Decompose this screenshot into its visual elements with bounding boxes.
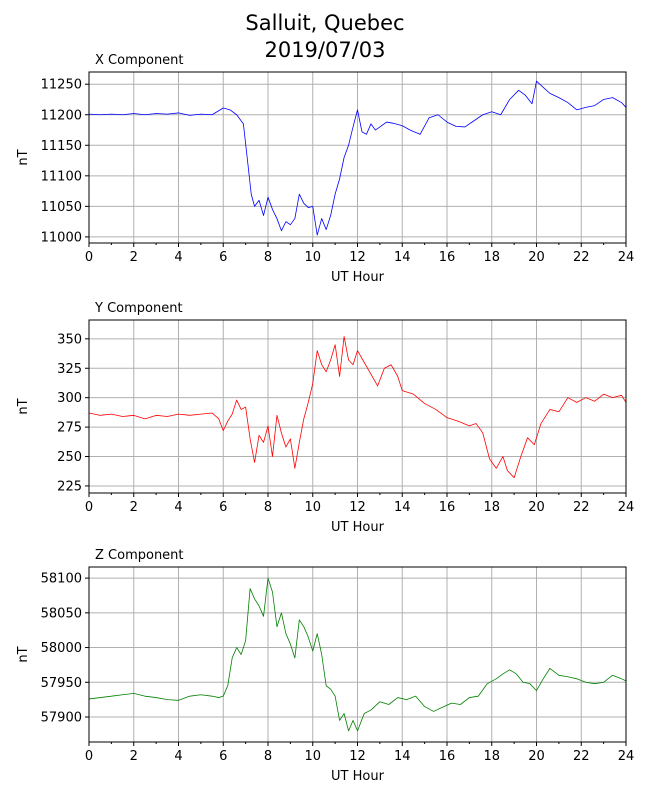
x-tick-label: 12 bbox=[349, 749, 366, 764]
series-line-x bbox=[88, 80, 627, 236]
x-tick-label: 6 bbox=[219, 250, 227, 265]
y-tick-label: 57900 bbox=[41, 711, 82, 726]
x-tick-label: 14 bbox=[394, 749, 411, 764]
y-tick-label: 11000 bbox=[41, 230, 82, 245]
y-tick-label: 350 bbox=[57, 332, 82, 347]
y-tick-label: 225 bbox=[57, 479, 82, 494]
x-tick-label: 8 bbox=[264, 749, 272, 764]
x-axis-label: UT Hour bbox=[331, 769, 385, 784]
x-tick-label: 10 bbox=[304, 250, 321, 265]
x-tick-label: 0 bbox=[85, 749, 93, 764]
panel-y-component: 0 2 4 6 8 10 12 14 16 18 20 22 24225250275300325350Y… bbox=[16, 301, 634, 535]
x-tick-label: 20 bbox=[528, 749, 545, 764]
x-tick-label: 0 bbox=[85, 250, 93, 265]
x-tick-label: 8 bbox=[264, 250, 272, 265]
x-tick-label: 12 bbox=[349, 500, 366, 515]
x-tick-label: 18 bbox=[483, 500, 500, 515]
y-tick-label: 58100 bbox=[41, 572, 82, 587]
x-tick-label: 6 bbox=[219, 749, 227, 764]
x-tick-label: 2 bbox=[130, 749, 138, 764]
x-axis-label: UT Hour bbox=[331, 520, 385, 535]
y-tick-label: 11050 bbox=[41, 200, 82, 215]
x-tick-label: 2 bbox=[130, 500, 138, 515]
x-tick-label: 18 bbox=[483, 250, 500, 265]
x-tick-label: 10 bbox=[304, 500, 321, 515]
x-tick-label: 14 bbox=[394, 250, 411, 265]
x-tick-label: 8 bbox=[264, 500, 272, 515]
x-tick-label: 12 bbox=[349, 250, 366, 265]
x-tick-label: 24 bbox=[618, 749, 635, 764]
y-tick-label: 11100 bbox=[41, 169, 82, 184]
figure-title-line1: Salluit, Quebec bbox=[245, 11, 405, 35]
y-tick-label: 11250 bbox=[41, 78, 82, 93]
x-tick-label: 20 bbox=[528, 250, 545, 265]
y-tick-label: 58000 bbox=[41, 641, 82, 656]
y-axis-label: nT bbox=[16, 398, 31, 414]
panel-z-component: 0 2 4 6 8 10 12 14 16 18 20 22 245790057950580005805… bbox=[16, 548, 634, 784]
y-tick-label: 57950 bbox=[41, 676, 82, 691]
y-axis-label: nT bbox=[16, 149, 31, 165]
x-tick-label: 4 bbox=[174, 749, 182, 764]
series-line-y bbox=[88, 336, 627, 479]
x-tick-label: 22 bbox=[573, 250, 590, 265]
figure-title: Salluit, Quebec 2019/07/03 bbox=[0, 10, 650, 64]
x-tick-label: 4 bbox=[174, 500, 182, 515]
x-tick-label: 6 bbox=[219, 500, 227, 515]
x-tick-label: 24 bbox=[618, 250, 635, 265]
panel-title: Z Component bbox=[95, 548, 184, 563]
y-tick-label: 300 bbox=[57, 391, 82, 406]
y-tick-label: 11200 bbox=[41, 108, 82, 123]
x-tick-label: 14 bbox=[394, 500, 411, 515]
x-tick-label: 22 bbox=[573, 500, 590, 515]
series-line-z bbox=[88, 577, 627, 732]
x-tick-label: 10 bbox=[304, 749, 321, 764]
x-tick-label: 22 bbox=[573, 749, 590, 764]
x-tick-label: 0 bbox=[85, 500, 93, 515]
y-tick-label: 58050 bbox=[41, 606, 82, 621]
x-tick-label: 16 bbox=[439, 749, 456, 764]
y-axis-label: nT bbox=[16, 646, 31, 662]
panel-title: X Component bbox=[95, 53, 184, 68]
y-tick-label: 275 bbox=[57, 421, 82, 436]
panel-x-component: 0 2 4 6 8 10 12 14 16 18 20 22 241100011050111001115… bbox=[16, 53, 634, 285]
x-tick-label: 24 bbox=[618, 500, 635, 515]
x-tick-label: 20 bbox=[528, 500, 545, 515]
panel-title: Y Component bbox=[94, 301, 183, 316]
x-tick-label: 16 bbox=[439, 250, 456, 265]
x-tick-label: 4 bbox=[174, 250, 182, 265]
figure-title-line2: 2019/07/03 bbox=[264, 38, 386, 62]
y-tick-label: 325 bbox=[57, 362, 82, 377]
x-tick-label: 16 bbox=[439, 500, 456, 515]
x-axis-label: UT Hour bbox=[331, 270, 385, 285]
y-tick-label: 11150 bbox=[41, 139, 82, 154]
x-tick-label: 18 bbox=[483, 749, 500, 764]
x-tick-label: 2 bbox=[130, 250, 138, 265]
y-tick-label: 250 bbox=[57, 450, 82, 465]
